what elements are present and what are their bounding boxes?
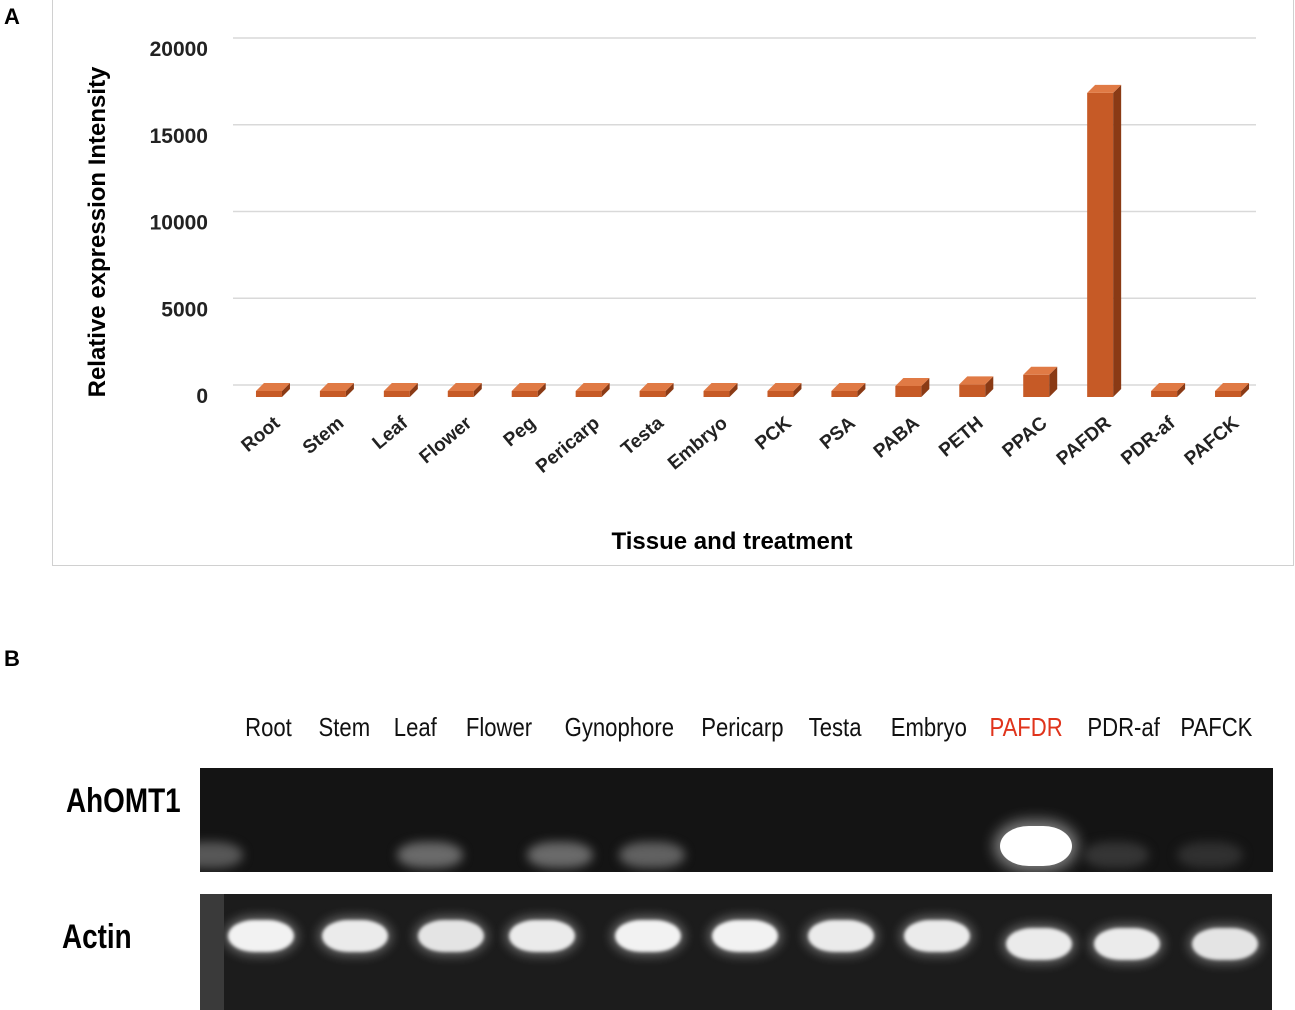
bar-ppac [1023, 366, 1058, 397]
gel-band [808, 920, 874, 952]
x-tick-label: PETH [935, 413, 987, 462]
gel-band [1192, 928, 1258, 960]
gel-lane-label-pdr-af: PDR-af [1087, 712, 1160, 742]
bar-psa [831, 383, 866, 397]
gel-band [527, 842, 593, 868]
y-tick-label: 10000 [150, 212, 208, 235]
bar-leaf [383, 383, 418, 397]
gel-row-label-ahomt1: AhOMT1 [66, 782, 181, 820]
gel-band [1006, 928, 1072, 960]
x-tick-label: Embryo [664, 413, 732, 475]
gel-band [397, 842, 463, 868]
gel-lane-label-gynophore: Gynophore [564, 712, 675, 742]
gel-band [1094, 928, 1160, 960]
gel-lane-label-embryo: Embryo [890, 712, 967, 742]
bar-stem [319, 383, 354, 397]
gel-band [1083, 842, 1149, 868]
x-tick-label: PPAC [999, 413, 1052, 462]
bar-embryo [703, 383, 738, 397]
gel-image-ahomt1 [200, 768, 1273, 872]
x-tick-label: Testa [617, 412, 668, 459]
bar-pericarp [575, 383, 610, 397]
gel-lane-label-leaf: Leaf [394, 712, 438, 742]
panel-label-b: B [4, 646, 20, 671]
x-tick-label: PDR-af [1117, 412, 1180, 469]
bar-pafdr [1087, 84, 1122, 397]
gel-band [200, 842, 243, 868]
y-tick-label: 15000 [150, 125, 208, 148]
panel-label-a: A [4, 4, 20, 29]
bar-paba [895, 378, 930, 397]
gel-band [615, 920, 681, 952]
gel-band [322, 920, 388, 952]
x-tick-label: Stem [299, 413, 348, 459]
gel-band [1000, 826, 1072, 866]
bar-testa [639, 383, 674, 397]
x-tick-label: Peg [500, 413, 540, 451]
x-tick-label: PAFCK [1181, 413, 1244, 470]
y-tick-label: 20000 [150, 38, 208, 61]
gel-band [619, 842, 685, 868]
x-tick-label: PCK [751, 413, 795, 455]
gel-band [509, 920, 575, 952]
y-tick-label: 5000 [161, 298, 208, 321]
gel-lane-label-testa: Testa [808, 712, 862, 742]
gel-lane-label-pericarp: Pericarp [701, 712, 784, 742]
x-tick-label: Leaf [369, 412, 413, 454]
x-tick-label: Root [238, 412, 285, 456]
bar-pck [767, 383, 802, 397]
gel-band [712, 920, 778, 952]
gel-lane-label-flower: Flower [465, 712, 532, 742]
x-tick-label: Flower [416, 412, 477, 468]
gel-edge [200, 894, 224, 1010]
bar-peg [511, 383, 546, 397]
gel-band [904, 920, 970, 952]
gel-lane-label-stem: Stem [318, 712, 371, 742]
gel-lane-label-pafdr: PAFDR [989, 712, 1064, 742]
gel-band [228, 920, 294, 952]
x-axis-title: Tissue and treatment [612, 528, 853, 555]
x-tick-label: PAFDR [1053, 413, 1116, 470]
bar-pafck [1215, 383, 1250, 397]
gel-lane-label-root: Root [244, 712, 292, 742]
gel-lane-label-pafck: PAFCK [1180, 712, 1253, 742]
y-axis-title: Relative expression Intensity [84, 66, 111, 397]
expression-bar-chart: 0 5000 10000 15000 20000 Root Stem Leaf Flower P… [84, 37, 1256, 555]
x-tick-label: PABA [870, 413, 924, 463]
bar-root [255, 383, 290, 397]
x-tick-label: Pericarp [532, 413, 604, 478]
bar-flower [447, 383, 482, 397]
gel-band [1177, 842, 1243, 868]
bar-pdr-af [1151, 383, 1186, 397]
y-tick-label: 0 [196, 385, 208, 408]
chart-frame: 0 5000 10000 15000 20000 Root Stem Leaf Flower P… [52, 0, 1294, 566]
gel-row-label-actin: Actin [62, 918, 132, 956]
x-tick-label: PSA [816, 413, 860, 454]
gel-image-actin [200, 894, 1272, 1010]
bar-peth [959, 376, 994, 397]
gel-band [418, 920, 484, 952]
